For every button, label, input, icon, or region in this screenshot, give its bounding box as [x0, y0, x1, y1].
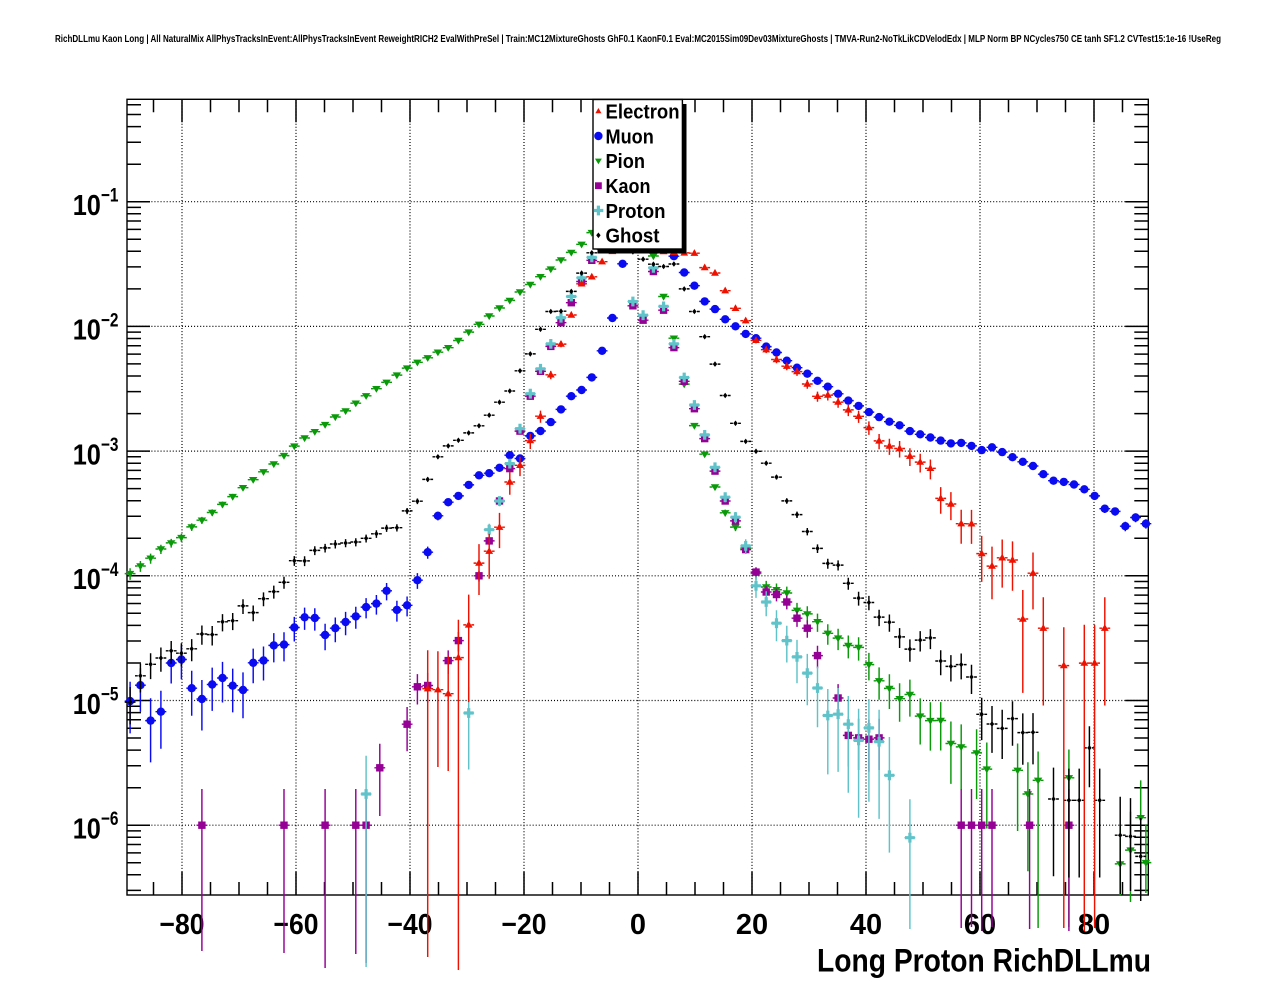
svg-text:0: 0	[630, 909, 646, 941]
svg-text:RichDLLmu Kaon Long | All Natu: RichDLLmu Kaon Long | All NaturalMix All…	[55, 34, 1221, 45]
svg-text:−60: −60	[274, 909, 319, 941]
svg-text:Long Proton RichDLLmu: Long Proton RichDLLmu	[817, 943, 1151, 979]
svg-text:10−4: 10−4	[73, 560, 119, 596]
svg-text:−40: −40	[388, 909, 433, 941]
svg-text:10−2: 10−2	[73, 310, 119, 346]
svg-text:Proton: Proton	[606, 201, 666, 223]
svg-text:−80: −80	[160, 909, 205, 941]
svg-text:10−3: 10−3	[73, 435, 119, 471]
svg-text:Electron: Electron	[606, 102, 680, 124]
svg-text:Ghost: Ghost	[606, 226, 660, 248]
svg-text:20: 20	[736, 909, 768, 941]
svg-text:60: 60	[964, 909, 996, 941]
svg-text:−20: −20	[502, 909, 547, 941]
svg-text:Muon: Muon	[606, 126, 654, 148]
svg-text:Pion: Pion	[606, 151, 646, 173]
svg-text:Kaon: Kaon	[606, 176, 651, 198]
svg-text:10−1: 10−1	[73, 186, 119, 222]
svg-text:10−6: 10−6	[73, 809, 119, 845]
svg-text:40: 40	[850, 909, 882, 941]
svg-text:10−5: 10−5	[73, 685, 119, 721]
